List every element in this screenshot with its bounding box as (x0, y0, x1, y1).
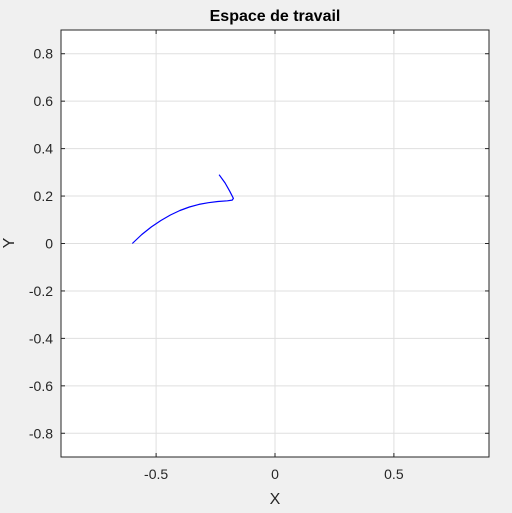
y-tick-label: 0.4 (34, 141, 54, 157)
y-tick-label: -0.6 (29, 378, 53, 394)
series-layer (131, 174, 234, 244)
x-tick-label: 0 (271, 466, 279, 482)
y-tick-label: -0.8 (29, 425, 53, 441)
y-tick-label: 0 (45, 236, 53, 252)
ticks: -0.5 0 0.5 -0.8 -0.6 -0.4 -0.2 0 0.2 0.4 0.6 0.8 (29, 30, 489, 482)
series-line (131, 174, 234, 244)
x-tick-label: 0.5 (384, 466, 404, 482)
y-tick-label: 0.2 (34, 188, 54, 204)
x-axis-label: X (270, 491, 281, 508)
y-axis-label: Y (1, 237, 18, 248)
y-tick-label: -0.2 (29, 283, 53, 299)
y-tick-label: 0.8 (34, 46, 54, 62)
y-tick-label: -0.4 (29, 330, 53, 346)
y-tick-label: 0.6 (34, 93, 54, 109)
x-tick-label: -0.5 (144, 466, 168, 482)
chart-title: Espace de travail (210, 8, 341, 25)
